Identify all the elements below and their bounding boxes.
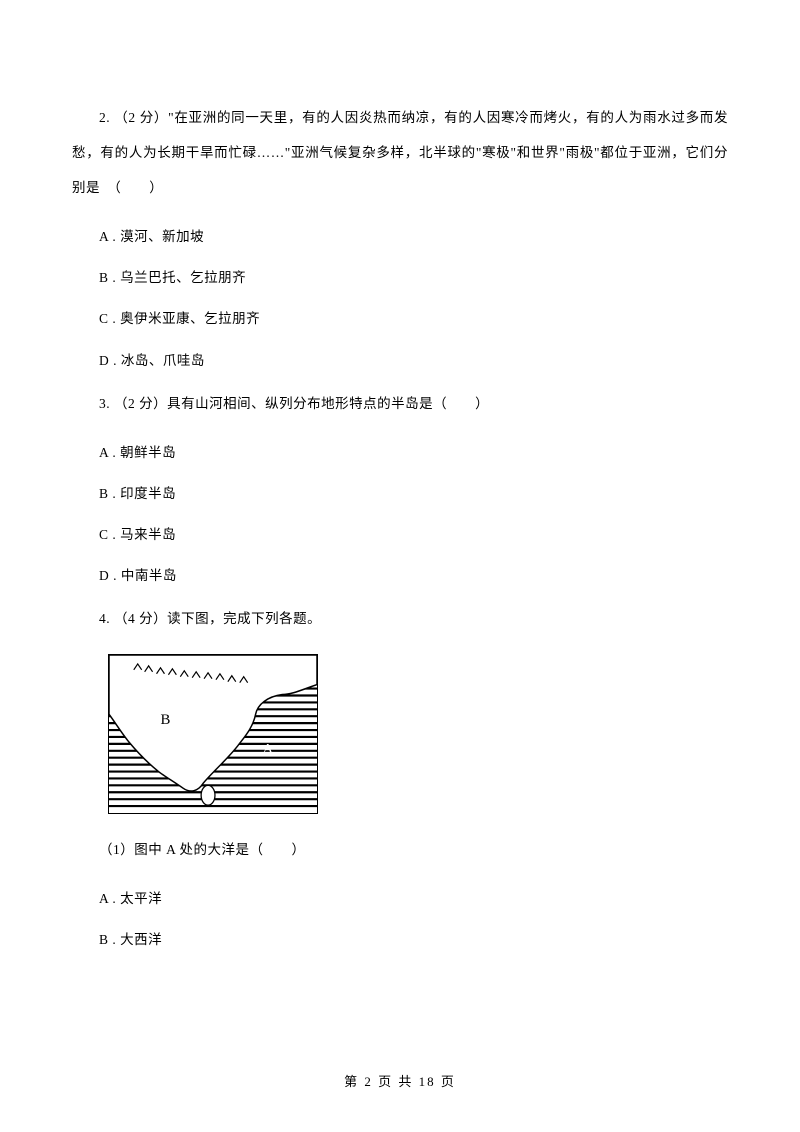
question-2-option-b: B . 乌兰巴托、乞拉朋齐 bbox=[72, 260, 728, 295]
question-4-stem: 4. （4 分）读下图，完成下列各题。 bbox=[72, 601, 728, 636]
map-label-b: B bbox=[161, 712, 171, 728]
map-figure: B A bbox=[108, 654, 318, 814]
question-3-option-b: B . 印度半岛 bbox=[72, 476, 728, 511]
question-4-option-b: B . 大西洋 bbox=[72, 922, 728, 957]
question-2-option-c: C . 奥伊米亚康、乞拉朋齐 bbox=[72, 301, 728, 336]
page-footer: 第 2 页 共 18 页 bbox=[0, 1071, 800, 1090]
question-3-option-c: C . 马来半岛 bbox=[72, 517, 728, 552]
question-3-option-d: D . 中南半岛 bbox=[72, 558, 728, 593]
question-2-option-d: D . 冰岛、爪哇岛 bbox=[72, 343, 728, 378]
question-3-option-a: A . 朝鲜半岛 bbox=[72, 435, 728, 470]
question-2-stem: 2. （2 分）"在亚洲的同一天里，有的人因炎热而纳凉，有的人因寒冷而烤火，有的… bbox=[72, 100, 728, 205]
island bbox=[201, 786, 215, 806]
map-label-a: A bbox=[263, 742, 274, 758]
question-2-option-a: A . 漠河、新加坡 bbox=[72, 219, 728, 254]
question-4-option-a: A . 太平洋 bbox=[72, 881, 728, 916]
question-4-sub1: （1）图中 A 处的大洋是（ ） bbox=[72, 832, 728, 867]
map-svg: B A bbox=[109, 655, 317, 813]
question-3-stem: 3. （2 分）具有山河相间、纵列分布地形特点的半岛是（ ） bbox=[72, 386, 728, 421]
